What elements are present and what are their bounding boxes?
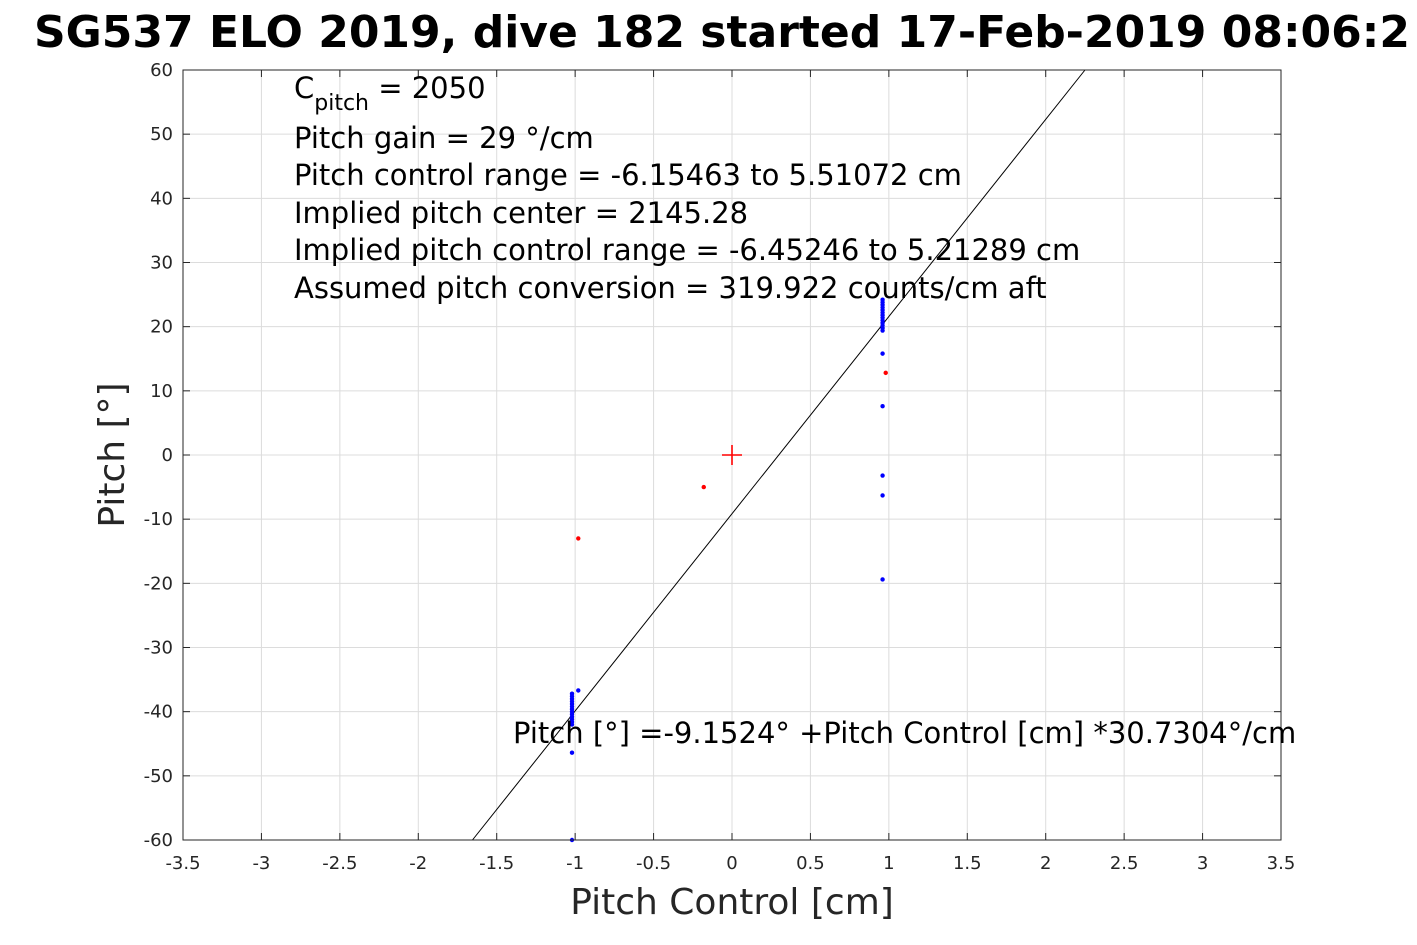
center-marker-layer: [722, 445, 742, 465]
y-tick-label: -60: [144, 830, 173, 851]
data-point: [880, 493, 885, 498]
x-tick-label: -2.5: [322, 853, 357, 874]
y-tick-label: 50: [150, 124, 173, 145]
axis-ticks: -3.5 -3 -2.5 -2 -1.5 -1 -0.5 0 0.5 1 1.5 2 2.5 3 3.5 60…: [144, 60, 1296, 874]
y-tick-label: 30: [150, 253, 173, 274]
pitch-control-range-annotation: Pitch control range = -6.15463 to 5.5107…: [294, 158, 962, 192]
implied-pitch-center-annotation: Implied pitch center = 2145.28: [294, 196, 748, 230]
data-point: [569, 722, 575, 727]
data-points: [569, 297, 888, 843]
x-tick-label: 3.5: [1267, 853, 1296, 874]
c-pitch-value: = 2050: [369, 71, 486, 105]
y-tick-label: -30: [144, 638, 173, 659]
x-tick-label: -3: [252, 853, 270, 874]
data-point: [883, 370, 888, 376]
x-tick-label: -1: [566, 853, 584, 874]
y-tick-label: 10: [150, 381, 173, 402]
y-tick-label: 20: [150, 317, 173, 338]
x-tick-label: 0: [726, 853, 737, 874]
data-point: [576, 536, 581, 541]
c-pitch-annotation: Cpitch = 2050: [294, 71, 486, 116]
y-tick-label: -10: [144, 509, 173, 530]
x-tick-label: 0.5: [796, 853, 825, 874]
x-tick-label: 3: [1197, 853, 1208, 874]
fit-line-layer: [472, 69, 1086, 841]
y-axis-label: Pitch [°]: [92, 382, 133, 527]
c-pitch-main: C: [294, 71, 314, 105]
x-tick-label: 2: [1040, 853, 1051, 874]
x-tick-label: -2: [409, 853, 427, 874]
x-tick-label: -1.5: [479, 853, 514, 874]
y-tick-label: 60: [150, 60, 173, 81]
y-tick-label: -40: [144, 702, 173, 723]
c-pitch-subscript: pitch: [314, 91, 369, 116]
data-point: [880, 328, 885, 333]
y-tick-label: -20: [144, 573, 173, 594]
data-point: [576, 688, 581, 693]
fit-line: [472, 69, 1086, 841]
y-tick-label: 0: [162, 445, 173, 466]
implied-pitch-control-range-annotation: Implied pitch control range = -6.45246 t…: [294, 233, 1080, 267]
data-point: [701, 484, 706, 490]
x-tick-label: -3.5: [165, 853, 200, 874]
data-point: [569, 750, 575, 755]
x-tick-label: 1: [883, 853, 894, 874]
grid: [182, 69, 1282, 841]
data-point: [880, 351, 885, 356]
x-tick-label: 1.5: [953, 853, 982, 874]
x-tick-label: 2.5: [1110, 853, 1139, 874]
assumed-pitch-conversion-annotation: Assumed pitch conversion = 319.922 count…: [294, 271, 1047, 305]
x-tick-label: -0.5: [636, 853, 671, 874]
x-axis-label: Pitch Control [cm]: [570, 882, 894, 923]
y-tick-label: -50: [144, 766, 173, 787]
fit-equation-annotation: Pitch [°] =-9.1524° +Pitch Control [cm] …: [513, 716, 1296, 750]
data-point: [880, 473, 885, 478]
data-point: [880, 404, 885, 409]
data-point: [880, 577, 885, 582]
y-tick-label: 40: [150, 188, 173, 209]
chart-title: SG537 ELO 2019, dive 182 started 17-Feb-…: [34, 7, 1410, 58]
pitch-gain-annotation: Pitch gain = 29 °/cm: [294, 121, 594, 155]
